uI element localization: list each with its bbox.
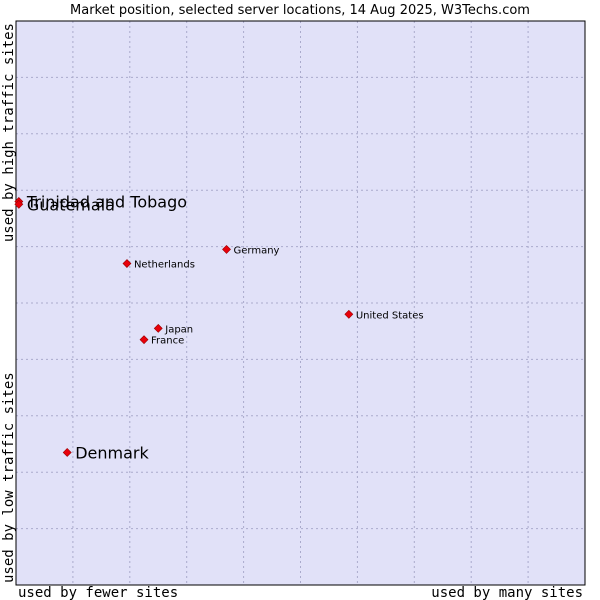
y-axis-label-top: used by high traffic sites (1, 23, 17, 242)
data-point-netherlands: Netherlands (122, 259, 195, 271)
grid (16, 21, 585, 585)
data-point-label: Denmark (75, 443, 149, 462)
data-point-marker (14, 199, 24, 209)
data-point-japan: Japan (153, 323, 193, 335)
data-point-marker (344, 309, 354, 319)
data-point-united-states: United States (344, 309, 424, 321)
data-point-marker (139, 335, 149, 345)
data-point-label: Guatemala (27, 195, 115, 214)
y-axis-label-bottom: used by low traffic sites (1, 372, 17, 583)
data-point-label: France (151, 336, 184, 347)
data-point-guatemala: Guatemala (14, 195, 115, 214)
data-point-germany: Germany (222, 244, 280, 256)
chart-title: Market position, selected server locatio… (70, 3, 530, 18)
data-point-label: United States (356, 310, 424, 321)
data-point-marker (122, 259, 132, 268)
data-point-marker (222, 244, 231, 254)
data-point-marker (62, 448, 72, 457)
x-axis-label-right: used by many sites (431, 585, 583, 600)
data-point-label: Netherlands (134, 260, 195, 271)
plot-border (15, 20, 586, 586)
data-point-label: Germany (234, 245, 280, 256)
data-point-france: France (139, 335, 184, 347)
data-point-label: Trinidad and Tobago (26, 192, 187, 211)
data-point-label: Japan (164, 324, 193, 335)
x-axis-label-left: used by fewer sites (18, 585, 178, 600)
data-point-marker (153, 323, 163, 333)
data-point-denmark: Denmark (62, 443, 149, 462)
